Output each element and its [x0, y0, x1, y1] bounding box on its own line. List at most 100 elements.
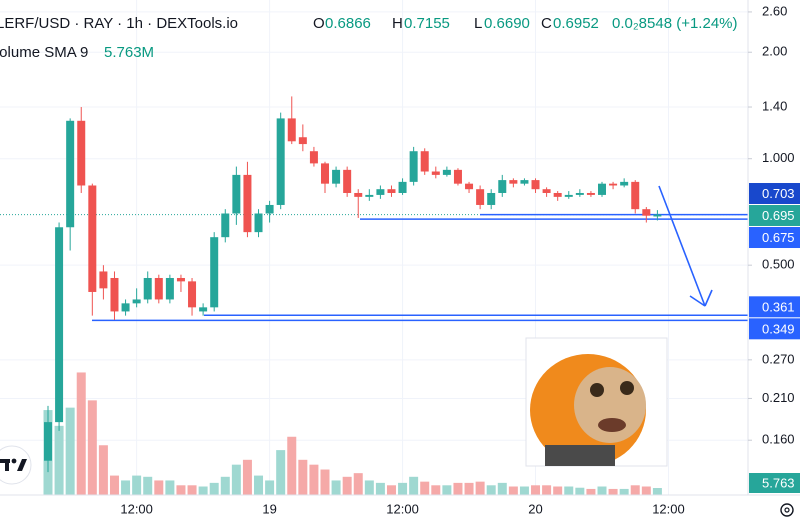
volume-bar [608, 488, 618, 495]
candles [44, 96, 662, 473]
price-tag-label: 0.349 [762, 321, 795, 336]
candle-body [110, 277, 119, 312]
volume-bar [242, 459, 252, 495]
price-tag-label: 0.703 [762, 186, 795, 201]
volume-bar [121, 480, 131, 495]
volume-bar [309, 464, 319, 495]
volume-bar [542, 485, 552, 495]
candle-body [465, 183, 474, 190]
volume-bar [641, 486, 651, 495]
candle-body [409, 151, 418, 182]
ohlc-value: 0.7155 [404, 15, 450, 32]
image-shape [545, 445, 615, 466]
candle-body [354, 192, 363, 197]
gear-icon[interactable] [780, 503, 794, 517]
volume-bar [165, 480, 175, 495]
y-tick-label: 0.270 [762, 351, 795, 366]
volume-bar [597, 486, 607, 495]
volume-bar [486, 485, 496, 495]
volume-bar [98, 445, 108, 495]
volume-bar [254, 475, 264, 495]
arrow-shaft [658, 185, 706, 307]
volume-bar [198, 486, 208, 495]
volume-bar [386, 485, 396, 495]
candle-body [121, 303, 130, 312]
candle-body [376, 189, 385, 195]
logo-shape [5, 459, 9, 471]
volume-bar [398, 482, 408, 495]
volume-bar [564, 486, 574, 495]
candle-body [176, 277, 185, 282]
volume-bar [231, 464, 241, 495]
price-tag-label: 0.695 [762, 208, 795, 223]
image-shape [590, 383, 604, 397]
candle-body [276, 118, 285, 205]
candle-body [343, 169, 352, 193]
arrow-drawing [658, 185, 713, 307]
candle-body [653, 214, 662, 217]
price-tag [749, 296, 800, 318]
candle-body [453, 169, 462, 184]
candle-body [398, 181, 407, 193]
candle-body [287, 118, 296, 142]
ohlc-label: L [474, 15, 482, 32]
volume-bar [575, 487, 585, 495]
volume-bar [375, 482, 385, 495]
volume-bar [220, 476, 230, 495]
candle-body [165, 277, 174, 300]
volume-tag [749, 473, 800, 493]
x-tick-label: 12:00 [120, 501, 153, 516]
volume-bar [276, 450, 286, 495]
ohlc-label: C [541, 15, 552, 32]
y-tick-label: 2.60 [762, 3, 787, 18]
candle-body [88, 185, 97, 292]
candle-body [265, 204, 274, 214]
price-tag [749, 318, 800, 340]
candle-body [143, 277, 152, 300]
volume-bar [464, 482, 474, 495]
volume-bar [132, 475, 142, 495]
ohlc-value: 0.6952 [553, 15, 599, 32]
candle-body [309, 151, 318, 164]
price-tag [749, 205, 800, 227]
volume-bar [553, 486, 563, 495]
y-tick-label: 0.210 [762, 390, 795, 405]
candle-body [520, 180, 529, 184]
candle-body [564, 194, 573, 197]
drawings [0, 213, 748, 322]
candle-body [631, 181, 640, 210]
volume-bar [320, 469, 330, 495]
volume-bar [630, 485, 640, 495]
candle-body [553, 192, 562, 197]
candle-body [598, 183, 606, 195]
x-tick-label: 19 [262, 501, 276, 516]
x-tick-label: 12:00 [652, 501, 685, 516]
candle-body [99, 271, 108, 289]
candle-body [642, 209, 651, 216]
candle-body [321, 163, 329, 184]
candle-body [442, 169, 451, 175]
volume-bar [265, 480, 275, 495]
candle-body [199, 307, 208, 312]
logo [0, 445, 32, 485]
candle-body [55, 227, 64, 423]
gear-hub[interactable] [784, 507, 790, 513]
volume-bar [342, 476, 352, 495]
volume-bar [298, 459, 308, 495]
volume-bar [87, 400, 97, 495]
y-tick-label: 0.160 [762, 432, 795, 447]
settings-button[interactable] [780, 503, 794, 517]
x-tick-label: 20 [528, 501, 542, 516]
price-scale [748, 0, 800, 525]
volume-bar [109, 475, 119, 495]
volume-bar [531, 485, 541, 495]
candle-body [365, 194, 374, 197]
arrow-head [704, 289, 713, 307]
candle-body [575, 192, 584, 195]
ohlc-label: H [392, 15, 403, 32]
volume-bar [143, 476, 153, 495]
volume-bar [331, 480, 341, 495]
volume-bar [65, 407, 75, 495]
sticker-image [525, 337, 668, 467]
volume-bar [420, 481, 430, 495]
